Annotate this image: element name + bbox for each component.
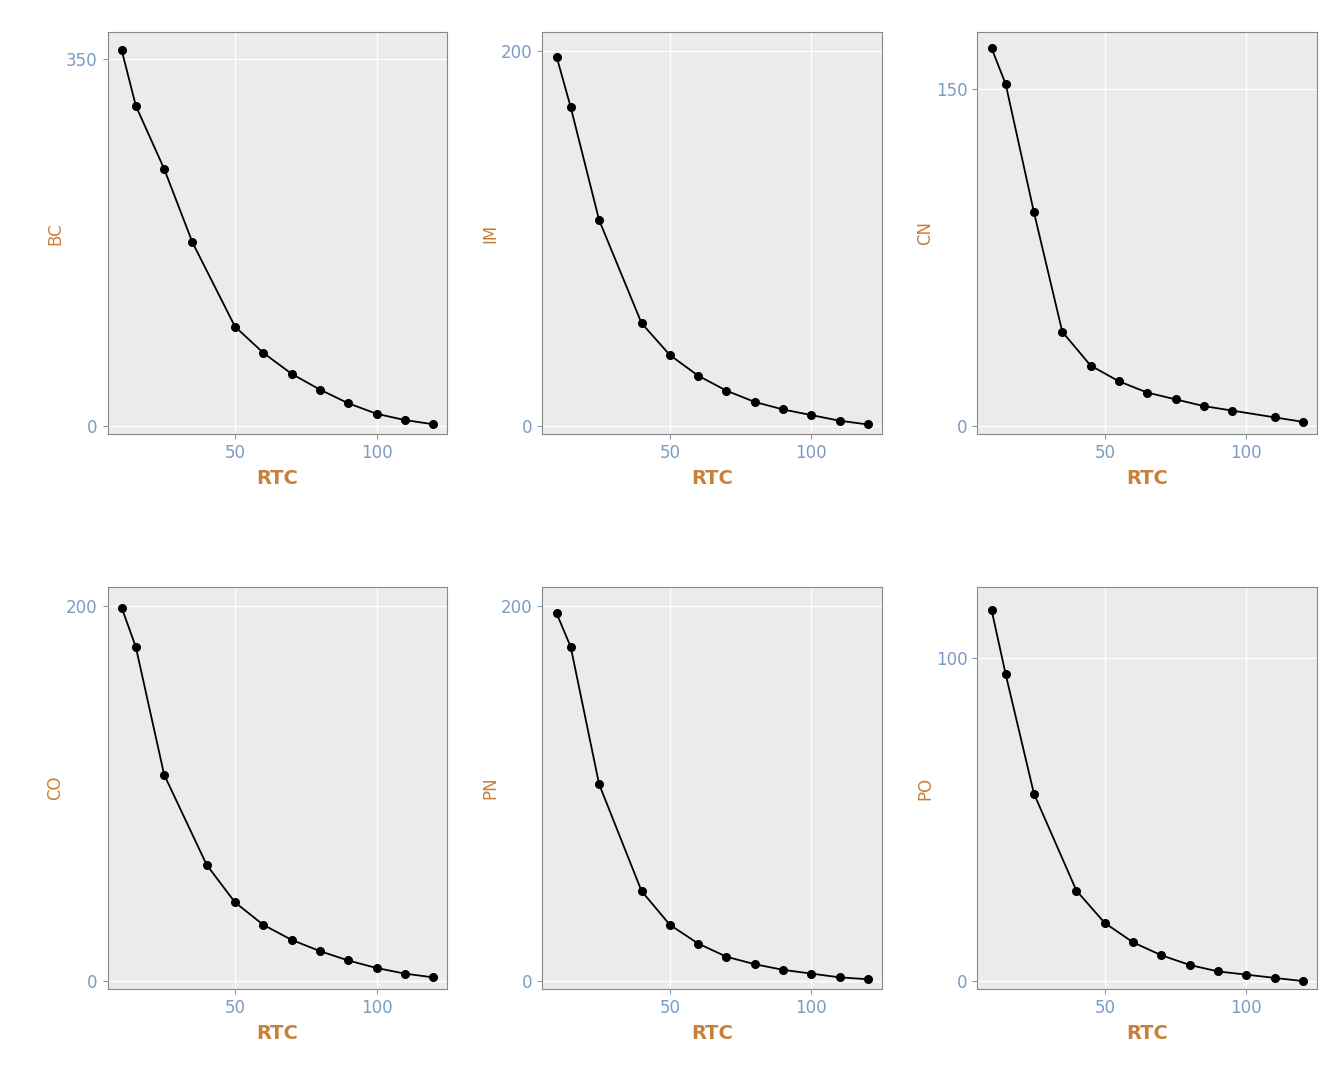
- X-axis label: RTC: RTC: [257, 1023, 298, 1043]
- X-axis label: RTC: RTC: [691, 1023, 734, 1043]
- Y-axis label: IM: IM: [481, 224, 499, 243]
- Y-axis label: PN: PN: [481, 777, 499, 800]
- Y-axis label: CN: CN: [915, 221, 934, 245]
- Y-axis label: PO: PO: [915, 776, 934, 800]
- X-axis label: RTC: RTC: [257, 469, 298, 488]
- Y-axis label: BC: BC: [46, 221, 65, 244]
- X-axis label: RTC: RTC: [1126, 469, 1168, 488]
- X-axis label: RTC: RTC: [691, 469, 734, 488]
- Y-axis label: CO: CO: [46, 776, 65, 800]
- X-axis label: RTC: RTC: [1126, 1023, 1168, 1043]
